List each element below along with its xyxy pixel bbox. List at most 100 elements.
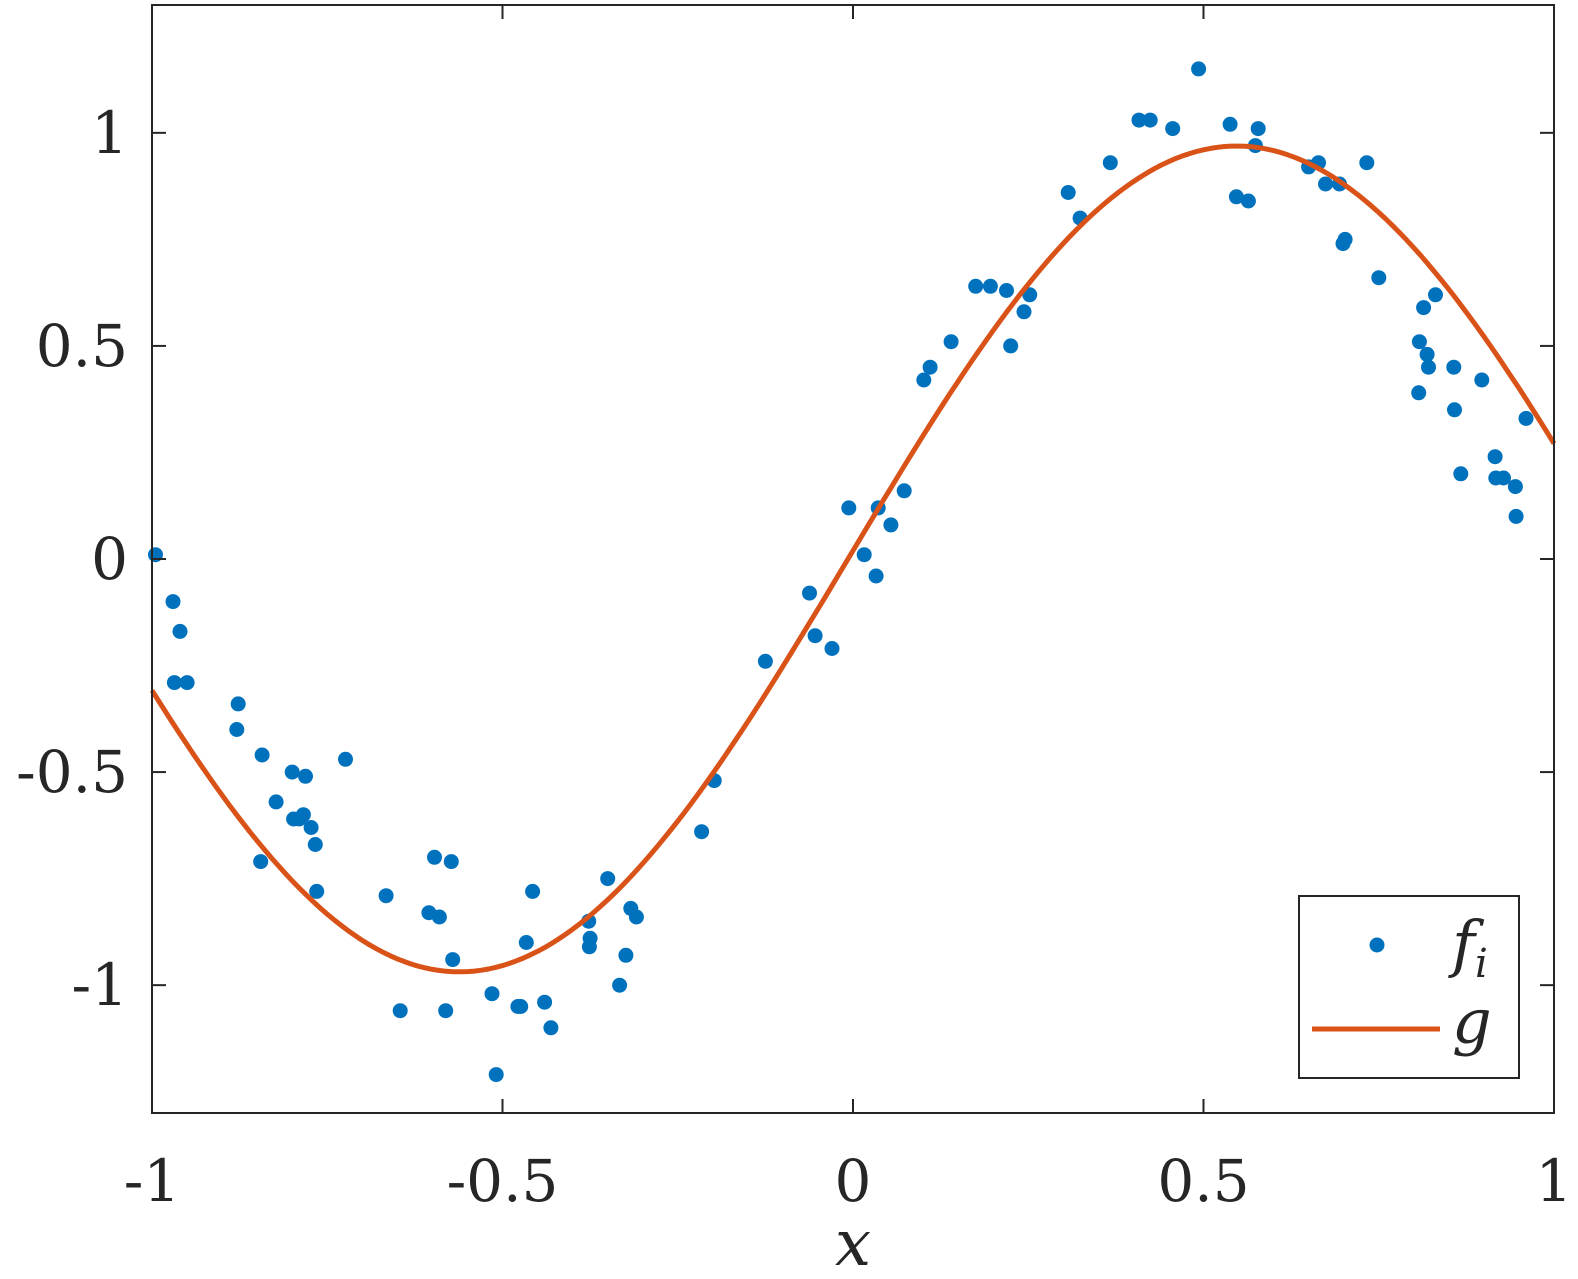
data-point	[1131, 112, 1147, 128]
data-point	[802, 585, 817, 601]
data-point	[757, 653, 773, 669]
data-point	[1228, 189, 1244, 205]
data-point	[1446, 359, 1462, 375]
data-point	[254, 747, 270, 763]
data-point	[943, 334, 959, 350]
data-point	[1222, 116, 1238, 132]
data-point	[612, 977, 628, 993]
data-point	[1411, 385, 1427, 401]
data-point	[518, 935, 534, 950]
data-point	[1060, 185, 1076, 200]
x-tick-label: -0.5	[447, 1147, 559, 1215]
y-tick-label: 0	[91, 525, 128, 593]
y-tick-label: 1	[91, 99, 128, 167]
y-tick-label: -0.5	[16, 738, 128, 806]
data-point	[868, 568, 884, 584]
data-point	[1191, 61, 1207, 77]
data-point	[1102, 155, 1118, 171]
data-point	[922, 359, 938, 375]
data-point	[230, 696, 246, 712]
data-point	[824, 641, 840, 656]
data-point	[968, 278, 984, 294]
data-point	[1359, 155, 1375, 171]
legend-box	[1298, 895, 1520, 1079]
legend: fi g	[1298, 895, 1520, 1079]
data-point	[284, 764, 300, 780]
data-point	[1318, 176, 1333, 192]
data-point	[618, 947, 634, 963]
data-point	[856, 547, 872, 563]
data-point	[1003, 338, 1019, 354]
ticks-layer: -1 -0.5 0 0.5 1 -1 -0.5 0 0.5 1	[16, 5, 1572, 1215]
data-point	[896, 483, 912, 499]
x-tick-label: -1	[124, 1147, 181, 1215]
data-point	[600, 871, 616, 887]
data-point	[253, 854, 269, 870]
data-point	[1496, 470, 1511, 486]
data-point	[1371, 270, 1387, 286]
data-point	[999, 283, 1014, 298]
data-point	[1016, 304, 1032, 320]
legend-marker-scatter	[1369, 937, 1385, 953]
data-point	[982, 278, 998, 294]
data-point	[1518, 410, 1534, 426]
data-point	[582, 930, 598, 946]
data-point	[1474, 372, 1490, 388]
data-point	[268, 794, 284, 810]
data-point	[841, 500, 857, 516]
legend-label-g: g	[1452, 985, 1492, 1058]
series-layer	[148, 61, 1557, 1083]
data-point	[1250, 121, 1266, 137]
data-point	[295, 807, 311, 823]
data-point	[1411, 334, 1427, 350]
x-tick-label: 0	[835, 1147, 872, 1215]
data-point	[484, 986, 500, 1002]
data-point	[378, 888, 394, 904]
data-point	[166, 675, 182, 691]
data-point	[165, 594, 181, 610]
data-point	[628, 909, 644, 925]
data-point	[883, 517, 899, 533]
data-point	[445, 952, 461, 968]
y-tick-label: -1	[72, 951, 129, 1019]
data-point	[1447, 402, 1462, 418]
data-point	[179, 675, 195, 691]
data-point	[1508, 508, 1524, 524]
data-point	[1240, 193, 1256, 209]
x-tick-label: 1	[1536, 1147, 1573, 1215]
data-point	[431, 909, 447, 925]
x-tick-label: 0.5	[1157, 1147, 1249, 1215]
data-point	[537, 994, 553, 1010]
data-point	[229, 722, 245, 737]
data-point	[543, 1020, 559, 1036]
data-point	[1419, 346, 1435, 362]
data-point	[1416, 300, 1432, 316]
data-point	[488, 1067, 504, 1083]
data-point	[1507, 479, 1523, 495]
data-point	[916, 372, 932, 388]
legend-label-fi-subscript: i	[1475, 941, 1488, 987]
data-point	[172, 623, 188, 639]
data-point	[1428, 287, 1443, 303]
data-point	[1487, 449, 1503, 465]
data-point	[1142, 112, 1158, 128]
fit-curve-g	[149, 143, 1557, 975]
data-point	[1165, 121, 1181, 137]
x-axis-label: x	[835, 1207, 871, 1279]
data-point	[443, 854, 459, 870]
data-point	[1453, 466, 1469, 482]
data-point	[309, 883, 325, 899]
data-point	[807, 628, 823, 644]
data-point	[303, 820, 319, 835]
data-point	[1337, 231, 1353, 247]
y-tick-label: 0.5	[36, 312, 128, 380]
data-point	[438, 1003, 454, 1019]
data-point	[427, 849, 442, 865]
data-point	[525, 883, 541, 899]
data-point	[298, 768, 313, 784]
data-point	[338, 751, 353, 767]
data-point	[513, 999, 529, 1014]
data-point	[694, 824, 710, 840]
data-point	[307, 837, 323, 852]
